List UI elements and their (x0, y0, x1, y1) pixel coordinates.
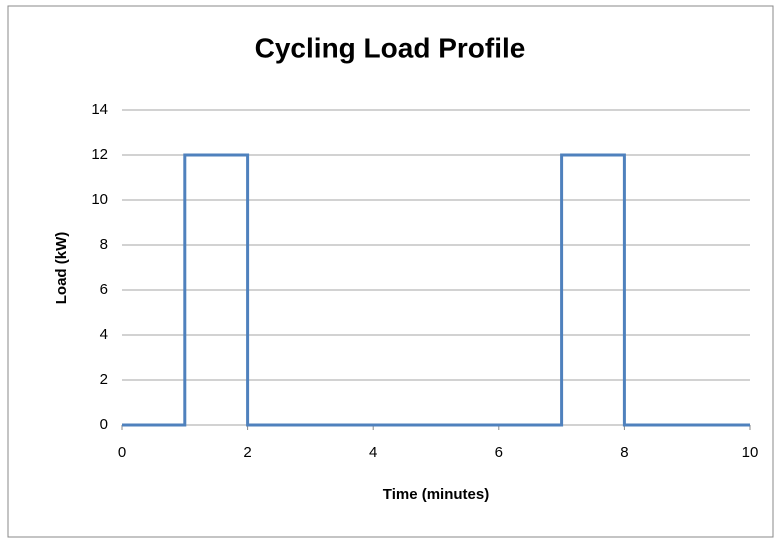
y-axis-label: Load (kW) (53, 232, 70, 305)
x-axis-label: Time (minutes) (383, 486, 489, 503)
y-tick-label: 0 (100, 416, 108, 433)
y-tick-label: 12 (91, 146, 108, 163)
y-tick-label: 4 (100, 326, 108, 343)
x-tick-label: 10 (742, 444, 759, 461)
x-tick-label: 4 (369, 444, 377, 461)
x-tick-label: 0 (118, 444, 126, 461)
y-tick-label: 6 (100, 281, 108, 298)
x-tick-label: 6 (495, 444, 503, 461)
chart-title: Cycling Load Profile (255, 32, 526, 63)
x-tick-label: 2 (243, 444, 251, 461)
y-tick-label: 14 (91, 101, 108, 118)
chart-frame (7, 5, 774, 538)
y-tick-label: 10 (91, 191, 108, 208)
data-line (122, 153, 750, 427)
x-tick-label: 8 (620, 444, 628, 461)
y-tick-label: 8 (100, 236, 108, 253)
y-tick-label: 2 (100, 371, 108, 388)
